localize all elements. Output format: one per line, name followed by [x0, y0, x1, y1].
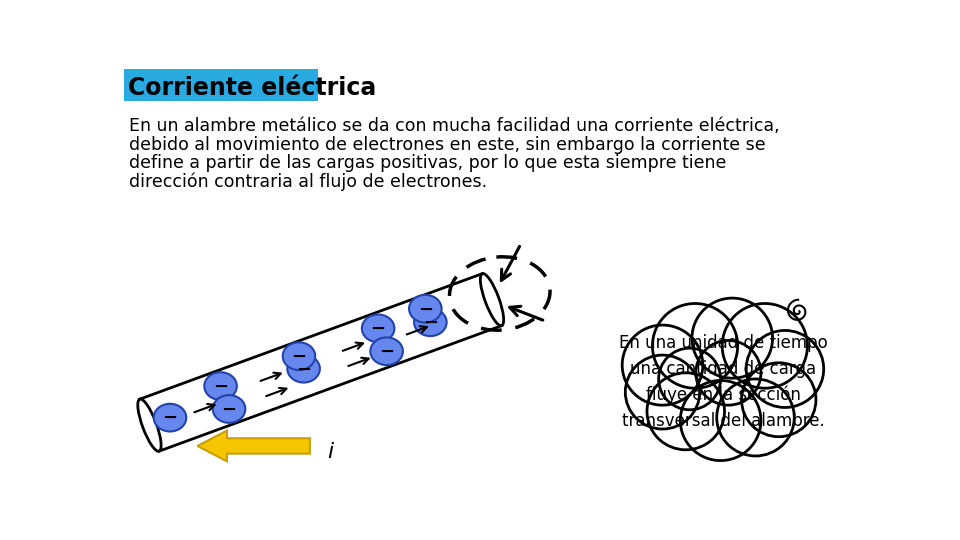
Circle shape [741, 363, 816, 437]
Text: dirección contraria al flujo de electrones.: dirección contraria al flujo de electron… [130, 173, 488, 191]
Text: −: − [222, 401, 236, 418]
Ellipse shape [287, 355, 320, 382]
Ellipse shape [138, 399, 161, 451]
Circle shape [681, 381, 761, 461]
Text: Corriente eléctrica: Corriente eléctrica [128, 76, 376, 100]
FancyBboxPatch shape [124, 69, 318, 101]
Circle shape [647, 373, 725, 450]
Circle shape [746, 330, 824, 408]
Ellipse shape [480, 274, 504, 326]
Text: define a partir de las cargas positivas, por lo que esta siempre tiene: define a partir de las cargas positivas,… [130, 154, 727, 172]
Text: −: − [422, 314, 438, 332]
Text: En una unidad de tiempo
una cantidad de carga
fluye en la sección
transversal de: En una unidad de tiempo una cantidad de … [618, 334, 828, 430]
Circle shape [653, 303, 737, 388]
Text: $i$: $i$ [327, 442, 335, 462]
Circle shape [659, 348, 721, 410]
Text: −: − [296, 361, 311, 379]
Ellipse shape [204, 372, 237, 400]
Circle shape [692, 298, 773, 378]
Circle shape [717, 379, 794, 456]
Polygon shape [140, 274, 502, 451]
Ellipse shape [213, 395, 246, 423]
Text: −: − [371, 320, 386, 338]
Ellipse shape [282, 342, 315, 370]
Text: debido al movimiento de electrones en este, sin embargo la corriente se: debido al movimiento de electrones en es… [130, 136, 766, 154]
Ellipse shape [362, 314, 395, 342]
Circle shape [625, 355, 700, 429]
Text: −: − [162, 409, 178, 427]
Ellipse shape [371, 338, 403, 365]
Text: −: − [213, 378, 228, 396]
Circle shape [722, 303, 807, 388]
Text: −: − [379, 343, 395, 361]
Ellipse shape [409, 295, 442, 322]
Text: En un alambre metálico se da con mucha facilidad una corriente eléctrica,: En un alambre metálico se da con mucha f… [130, 117, 780, 135]
Circle shape [696, 340, 761, 405]
Text: −: − [292, 348, 306, 366]
Ellipse shape [154, 404, 186, 431]
FancyArrow shape [198, 430, 310, 461]
Circle shape [622, 325, 703, 405]
Ellipse shape [414, 308, 446, 336]
Text: −: − [418, 300, 433, 319]
